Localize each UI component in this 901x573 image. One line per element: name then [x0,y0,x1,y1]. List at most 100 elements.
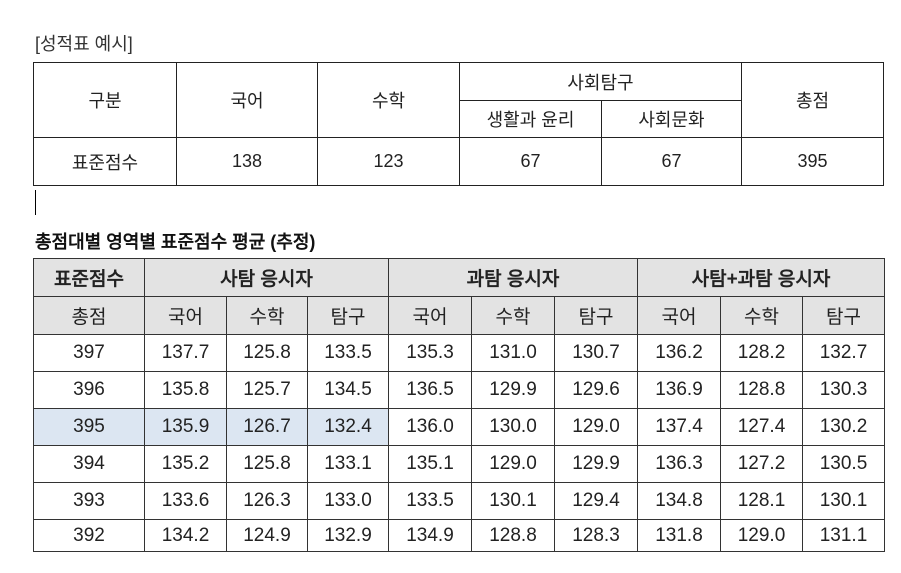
data-cell: 123 [317,137,460,186]
data-cell: 136.3 [637,445,721,483]
data-cell: 130.7 [554,334,638,372]
data-cell: 129.9 [471,371,555,409]
header-cell: 구분 [33,62,177,138]
data-cell: 393 [33,482,145,520]
average-table: 표준점수 사탐 응시자 과탐 응시자 사탐+과탐 응시자 총점 국어 수학 탐구 국어 수… [33,258,885,552]
data-cell: 394 [33,445,145,483]
subheader-cell: 수학 [720,296,803,335]
subheader-cell: 국어 [388,296,472,335]
data-cell: 129.0 [720,519,803,552]
data-cell: 395 [33,408,145,446]
caption: [성적표 예시] [35,34,133,54]
data-cell: 133.0 [307,482,389,520]
header-cell: 수학 [317,62,460,138]
data-cell: 130.3 [802,371,885,409]
data-cell: 128.1 [720,482,803,520]
data-cell: 136.0 [388,408,472,446]
data-cell: 134.2 [144,519,227,552]
data-cell: 396 [33,371,145,409]
subheader-cell: 국어 [637,296,721,335]
data-cell: 표준점수 [33,137,177,186]
table-row: 394 135.2 125.8 133.1 135.1 129.0 129.9 136.3 12… [33,445,885,483]
data-cell: 126.3 [226,482,308,520]
data-cell: 132.7 [802,334,885,372]
data-cell: 130.1 [802,482,885,520]
data-cell: 125.8 [226,445,308,483]
data-cell: 135.2 [144,445,227,483]
header-cell: 총점 [741,62,884,138]
data-cell: 135.9 [144,408,227,446]
report-table: 구분 국어 수학 사회탐구 총점 생활과 윤리 사회문화 표준점수 138 123 6… [33,62,884,186]
data-cell: 133.5 [388,482,472,520]
data-cell: 128.2 [720,334,803,372]
data-cell: 131.0 [471,334,555,372]
subheader-cell: 총점 [33,296,145,335]
data-cell: 125.8 [226,334,308,372]
data-cell: 127.2 [720,445,803,483]
data-cell: 67 [601,137,742,186]
subheader-cell: 국어 [144,296,227,335]
data-cell: 130.1 [471,482,555,520]
data-cell: 128.3 [554,519,638,552]
header-cell: 표준점수 [33,258,145,297]
header-cell: 국어 [176,62,318,138]
data-cell: 135.3 [388,334,472,372]
subheader-cell: 탐구 [802,296,885,335]
subheader-cell: 수학 [226,296,308,335]
data-cell: 137.4 [637,408,721,446]
header-cell: 사탐 응시자 [144,258,389,297]
subheader-cell: 탐구 [554,296,638,335]
data-cell: 124.9 [226,519,308,552]
data-cell: 126.7 [226,408,308,446]
data-cell: 397 [33,334,145,372]
data-cell: 129.0 [554,408,638,446]
header-cell: 사회탐구 [459,62,742,101]
subheader-cell: 생활과 윤리 [459,100,602,138]
header-cell: 과탐 응시자 [388,258,638,297]
data-cell: 136.2 [637,334,721,372]
subheader-cell: 탐구 [307,296,389,335]
data-cell: 132.4 [307,408,389,446]
data-cell: 395 [741,137,884,186]
table-title: 총점대별 영역별 표준점수 평균 (추정) [35,232,316,252]
header-cell: 사탐+과탐 응시자 [637,258,885,297]
data-cell: 133.1 [307,445,389,483]
data-cell: 138 [176,137,318,186]
data-cell: 132.9 [307,519,389,552]
data-cell: 129.6 [554,371,638,409]
data-cell: 136.9 [637,371,721,409]
data-cell: 133.6 [144,482,227,520]
table-row: 393 133.6 126.3 133.0 133.5 130.1 129.4 134.8 12… [33,482,885,520]
data-cell: 130.5 [802,445,885,483]
data-cell: 129.9 [554,445,638,483]
data-cell: 131.8 [637,519,721,552]
data-cell: 128.8 [471,519,555,552]
data-cell: 135.1 [388,445,472,483]
data-cell: 133.5 [307,334,389,372]
data-cell: 129.0 [471,445,555,483]
table-row: 395 135.9 126.7 132.4 136.0 130.0 129.0 137.4 12… [33,408,885,446]
data-cell: 392 [33,519,145,552]
data-cell: 130.2 [802,408,885,446]
data-cell: 134.9 [388,519,472,552]
data-cell: 135.8 [144,371,227,409]
data-cell: 127.4 [720,408,803,446]
data-cell: 67 [459,137,602,186]
data-cell: 131.1 [802,519,885,552]
table-row: 396 135.8 125.7 134.5 136.5 129.9 129.6 136.9 12… [33,371,885,409]
data-cell: 136.5 [388,371,472,409]
text-cursor [35,190,36,215]
data-cell: 129.4 [554,482,638,520]
table-row: 397 137.7 125.8 133.5 135.3 131.0 130.7 136.2 12… [33,334,885,372]
table-row: 392 134.2 124.9 132.9 134.9 128.8 128.3 131.8 12… [33,519,885,552]
data-cell: 134.8 [637,482,721,520]
subheader-cell: 사회문화 [601,100,742,138]
data-cell: 134.5 [307,371,389,409]
data-cell: 128.8 [720,371,803,409]
data-cell: 130.0 [471,408,555,446]
data-cell: 125.7 [226,371,308,409]
subheader-cell: 수학 [471,296,555,335]
data-cell: 137.7 [144,334,227,372]
